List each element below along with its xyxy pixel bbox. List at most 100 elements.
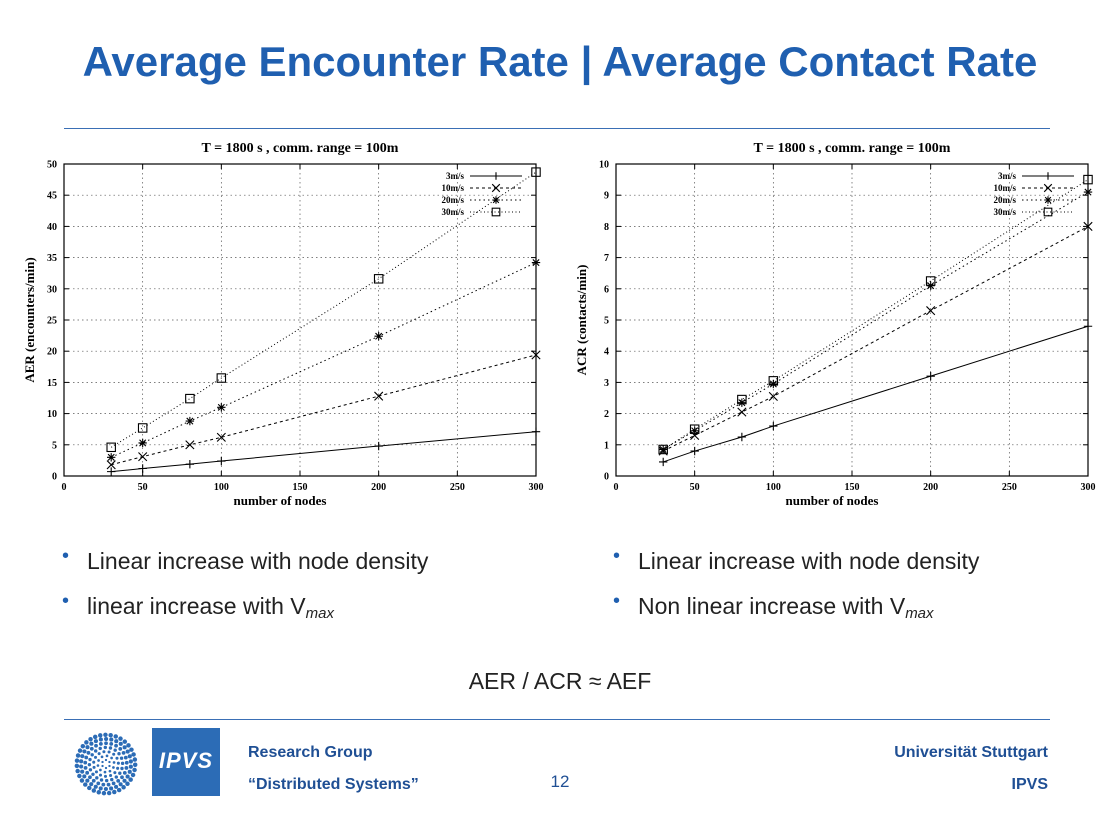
legend-marker bbox=[1043, 207, 1053, 217]
y-tick-label: 0 bbox=[52, 472, 57, 483]
x-tick-label: 150 bbox=[845, 482, 860, 493]
star-marker bbox=[769, 379, 778, 389]
logo-dot bbox=[105, 754, 109, 758]
logo-dot bbox=[122, 745, 127, 750]
legend-label: 10m/s bbox=[442, 183, 465, 193]
y-tick-label: 35 bbox=[47, 253, 57, 264]
research-group-label: Research Group bbox=[248, 744, 373, 761]
logo-dot bbox=[132, 762, 138, 768]
x-axis-label: number of nodes bbox=[234, 493, 327, 508]
series-line bbox=[111, 431, 537, 473]
logo-dot bbox=[115, 756, 119, 760]
logo-dot bbox=[88, 757, 92, 762]
logo-dot bbox=[91, 788, 97, 793]
logo-dot bbox=[79, 764, 84, 769]
logo-dot bbox=[101, 760, 104, 764]
series-10m/s bbox=[658, 221, 1093, 456]
logo-dot bbox=[112, 752, 116, 756]
square-marker bbox=[216, 373, 227, 383]
logo-dot bbox=[83, 765, 88, 770]
logo-dot bbox=[108, 732, 113, 738]
y-tick-label: 20 bbox=[47, 347, 57, 358]
logo-dot bbox=[118, 771, 122, 775]
x-axis-label: number of nodes bbox=[786, 493, 879, 508]
logo-dot bbox=[122, 739, 128, 744]
logo-dot bbox=[112, 766, 115, 769]
square-marker bbox=[1043, 207, 1053, 217]
logo-dot bbox=[108, 746, 113, 750]
y-axis-label: AER (encounters/min) bbox=[22, 257, 37, 382]
plus-marker bbox=[185, 459, 195, 469]
logo-dot bbox=[116, 787, 122, 793]
logo-dot bbox=[103, 770, 107, 774]
bullet-icon: • bbox=[62, 545, 70, 567]
logo-dot bbox=[93, 739, 98, 744]
star-marker bbox=[107, 453, 116, 462]
y-tick-label: 0 bbox=[604, 472, 609, 483]
plus-marker bbox=[926, 371, 935, 381]
logo-dot bbox=[107, 750, 111, 754]
cross-marker bbox=[690, 430, 700, 441]
y-tick-label: 4 bbox=[604, 347, 609, 358]
cross-marker bbox=[185, 440, 195, 450]
cross-marker bbox=[106, 460, 116, 470]
x-tick-label: 50 bbox=[138, 482, 148, 493]
logo-dot bbox=[97, 752, 101, 756]
series-line bbox=[663, 325, 1089, 463]
cross-marker bbox=[737, 407, 747, 417]
cross-marker bbox=[491, 183, 501, 193]
series-20m/s bbox=[659, 187, 1093, 454]
logo-dot bbox=[92, 765, 96, 769]
logo-dot bbox=[123, 755, 128, 760]
y-tick-label: 6 bbox=[604, 284, 609, 295]
logo-dot bbox=[130, 772, 136, 778]
legend-label: 3m/s bbox=[446, 171, 464, 181]
series-30m/s bbox=[658, 174, 1093, 455]
legend-label: 10m/s bbox=[994, 183, 1017, 193]
logo-dot bbox=[120, 761, 125, 766]
logo-dot bbox=[98, 737, 103, 742]
logo-dot bbox=[108, 769, 112, 773]
legend-marker bbox=[1044, 172, 1052, 180]
cross-marker bbox=[1043, 183, 1053, 193]
logo-dot bbox=[124, 766, 129, 770]
y-tick-label: 1 bbox=[604, 440, 609, 451]
logo-dot bbox=[79, 778, 85, 783]
logo-dot bbox=[120, 775, 124, 780]
cross-marker bbox=[216, 432, 226, 442]
series-30m/s bbox=[106, 167, 541, 453]
logo-dot bbox=[103, 786, 108, 792]
logo-dot bbox=[85, 745, 90, 750]
logo-dot bbox=[97, 759, 100, 762]
plus-marker bbox=[769, 421, 778, 431]
bottom-divider bbox=[64, 719, 1050, 720]
logo-dot bbox=[93, 749, 98, 753]
y-tick-label: 5 bbox=[52, 440, 57, 451]
star-marker bbox=[1044, 196, 1052, 204]
logo-dot bbox=[125, 749, 130, 754]
slide-title: Average Encounter Rate | Average Contact… bbox=[82, 38, 1038, 85]
series-20m/s bbox=[107, 258, 541, 462]
logo-dot bbox=[118, 741, 123, 746]
series-line bbox=[662, 179, 1089, 450]
y-tick-label: 5 bbox=[604, 316, 609, 327]
star-marker bbox=[1083, 187, 1093, 197]
logo-dot bbox=[93, 755, 98, 759]
cross-marker bbox=[768, 391, 778, 402]
logo-dot bbox=[84, 740, 89, 745]
logo-dot bbox=[106, 790, 112, 796]
cross-marker bbox=[1083, 221, 1093, 231]
plus-marker bbox=[737, 432, 747, 442]
plus-marker bbox=[138, 464, 147, 473]
logo-dot bbox=[83, 782, 88, 787]
logo-dot bbox=[93, 784, 98, 789]
bullet-item: • Linear increase with node density bbox=[613, 545, 980, 574]
logo-dot bbox=[74, 763, 80, 769]
logo-dot bbox=[109, 737, 114, 742]
y-tick-label: 50 bbox=[47, 160, 57, 171]
square-marker bbox=[689, 424, 700, 434]
logo-dot bbox=[104, 758, 108, 762]
logo-dot bbox=[101, 764, 104, 768]
x-tick-label: 0 bbox=[614, 482, 619, 493]
